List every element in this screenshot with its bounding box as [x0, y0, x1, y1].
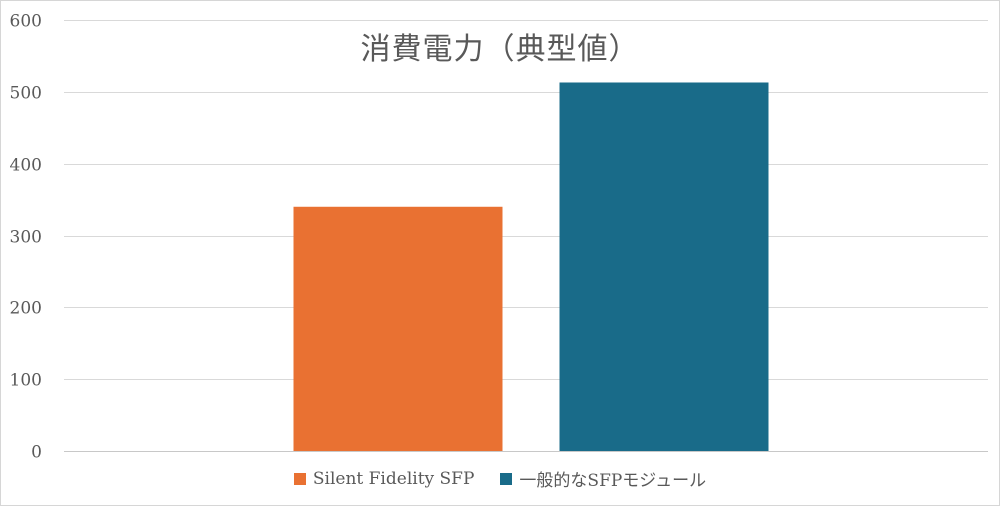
y-axis-ticks: 0 100 200 300 400 500 600 — [10, 12, 42, 463]
gridlines — [64, 20, 988, 452]
bars — [293, 82, 769, 452]
y-tick-label: 500 — [10, 84, 42, 104]
chart-title: 消費電力（典型値） — [360, 32, 640, 67]
y-tick-label: 400 — [10, 156, 42, 176]
legend-item: Silent Fidelity SFP — [293, 468, 475, 489]
y-tick-label: 600 — [10, 12, 42, 32]
y-tick-label: 0 — [31, 443, 42, 463]
legend-swatch — [293, 472, 306, 485]
legend-item: 一般的なSFPモジュール — [500, 466, 706, 491]
legend-swatch — [500, 472, 513, 485]
y-tick-label: 300 — [10, 228, 42, 248]
bar-series-2 — [559, 82, 769, 452]
legend-label: Silent Fidelity SFP — [312, 468, 475, 489]
bar-series-1 — [293, 206, 503, 451]
chart-legend: Silent Fidelity SFP 一般的なSFPモジュール — [0, 466, 1000, 491]
y-tick-label: 100 — [10, 371, 42, 391]
legend-label: 一般的なSFPモジュール — [519, 471, 707, 491]
y-tick-label: 200 — [10, 299, 42, 319]
